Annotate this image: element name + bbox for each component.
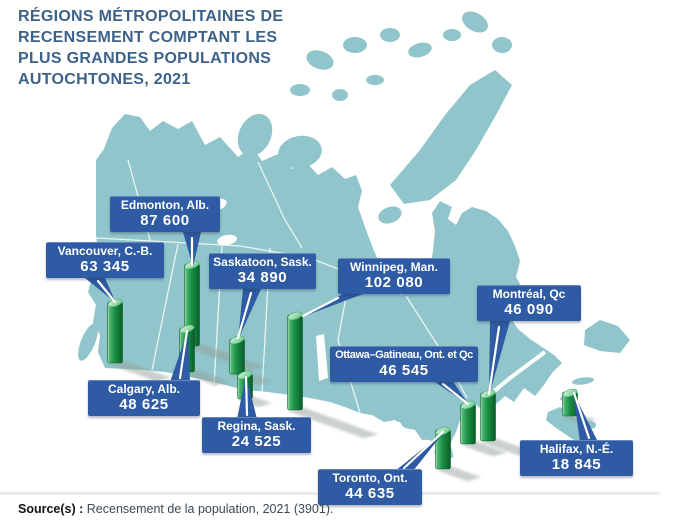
leader-line-winnipeg [301,296,340,318]
city-label-toronto: Toronto, Ont. 44 635 [318,469,422,505]
city-value: 63 345 [80,258,130,275]
city-name: Edmonton, Alb. [120,198,210,212]
city-name: Saskatoon, Sask. [213,255,312,269]
city-value: 34 890 [237,269,288,286]
leader-line-calgary [178,329,189,380]
city-value: 18 845 [551,456,602,473]
city-label-winnipeg: Winnipeg, Man. 102 080 [338,258,450,294]
city-value: 46 090 [504,301,554,318]
leader-line-vancouver [96,279,117,304]
city-value: 87 600 [140,212,190,229]
city-name: Calgary, Alb. [107,382,181,396]
city-label-halifax: Halifax, N.-É. 18 845 [520,440,633,476]
city-value: 48 625 [119,396,169,413]
city-name: Halifax, N.-É. [539,442,614,456]
leader-line-halifax [572,391,591,440]
bar-shadow-toronto [436,466,482,482]
city-label-montreal: Montréal, Qc 46 090 [477,285,581,321]
city-label-vancouver: Vancouver, C.-B. 63 345 [46,242,164,278]
source-note: Source(s) : Recensement de la population… [18,502,333,516]
city-label-saskatoon: Saskatoon, Sask. 34 890 [209,253,316,289]
city-value: 24 525 [231,433,282,450]
leader-line-montreal [487,325,501,396]
bar-ottawa [460,400,476,445]
source-text: Recensement de la population, 2021 (3901… [83,502,334,516]
city-name: Ottawa–Gatineau, Ont. et Qc [335,349,473,361]
source-prefix: Source(s) : [18,502,84,516]
label-pointer-halifax [573,392,598,442]
city-label-regina: Regina, Sask. 24 525 [202,417,311,453]
bar-shadow-winnipeg [288,407,378,439]
city-label-ottawa: Ottawa–Gatineau, Ont. et Qc 46 545 [330,346,478,382]
bar-shadow-calgary [180,369,230,386]
bar-montreal [480,389,496,442]
label-pointer-saskatoon [238,289,261,340]
city-value: 46 545 [379,362,429,379]
leader-line-toronto [402,430,445,470]
leader-line-regina [244,375,249,417]
leader-line-ottawa [441,382,470,406]
lakes [203,198,547,470]
city-name: Regina, Sask. [217,419,296,433]
city-name: Vancouver, C.-B. [57,244,153,258]
city-name: Toronto, Ont. [332,471,408,485]
city-label-calgary: Calgary, Alb. 48 625 [88,380,200,416]
bar-shadow-vancouver [108,360,171,382]
city-value: 44 635 [345,485,395,502]
bar-winnipeg [287,311,303,411]
label-pointer-winnipeg [302,294,363,317]
bars [107,260,578,470]
label-pointer-vancouver [85,278,116,303]
city-value: 102 080 [364,274,424,291]
bar-toronto [435,426,451,470]
bar-shadow-ottawa [461,441,507,457]
city-name: Winnipeg, Man. [350,260,438,274]
map-islands [78,11,630,444]
bar-vancouver [107,298,123,364]
label-pointers [85,232,598,471]
city-name: Montréal, Qc [492,287,566,301]
chart-title: RÉGIONS MÉTROPOLITAINES DE RECENSEMENT C… [18,8,284,88]
label-pointer-montreal [489,321,510,396]
leader-line-saskatoon [236,291,253,340]
city-label-edmonton: Edmonton, Alb. 87 600 [110,196,220,232]
bar-saskatoon [229,335,245,375]
